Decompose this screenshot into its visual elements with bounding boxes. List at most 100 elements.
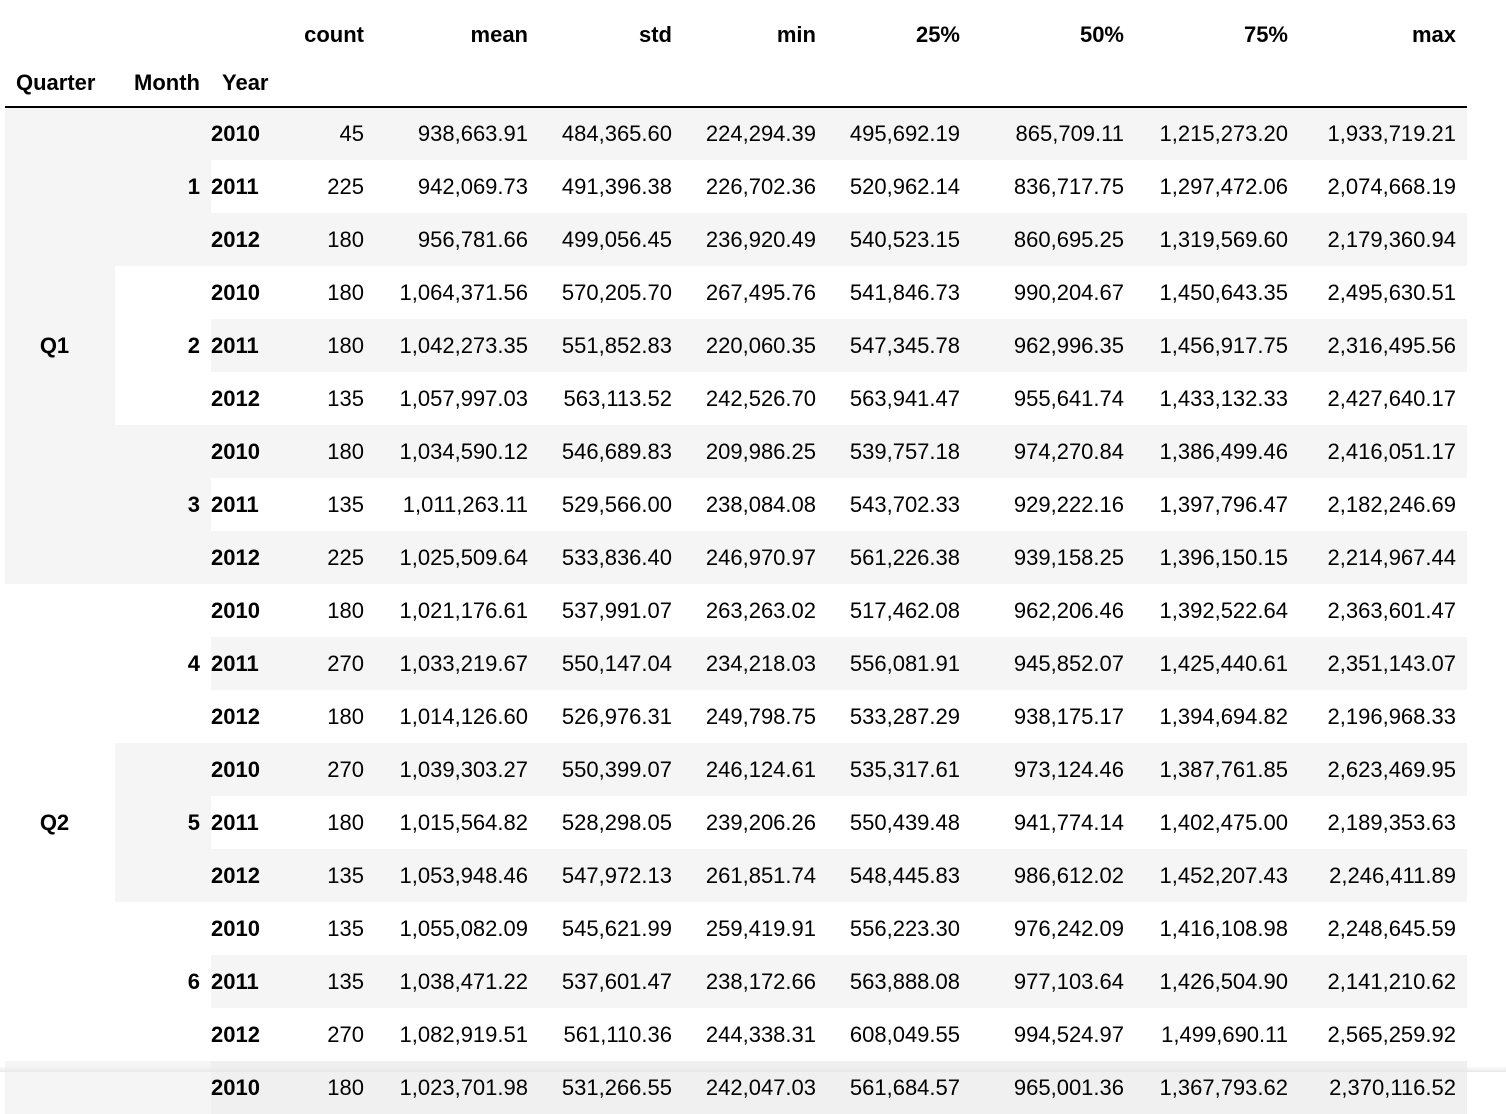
table-row: Q1 1 2010 45 938,663.91 484,365.60 224,294.39 4… bbox=[5, 107, 1467, 584]
cell-p25: 550,439.48 bbox=[849, 809, 960, 835]
row-index-year: 2011 bbox=[211, 319, 298, 372]
cell-std: 537,601.47 bbox=[539, 955, 683, 1008]
cell-mean: 1,055,082.09 bbox=[399, 915, 528, 941]
row-index-month bbox=[115, 1061, 211, 1114]
cell-p75: 1,416,108.98 bbox=[1159, 915, 1288, 941]
cell-p25: 547,345.78 bbox=[827, 319, 971, 372]
cell-p25: 563,888.08 bbox=[827, 955, 971, 1008]
row-index-month: 6 bbox=[115, 902, 211, 1061]
cell-p25: 517,462.08 bbox=[849, 597, 960, 623]
cell-p75: 1,319,569.60 bbox=[1135, 213, 1299, 266]
cell-p75: 1,394,694.82 bbox=[1159, 703, 1288, 729]
row-index-year: 2012 bbox=[211, 703, 260, 729]
table-row: 5 2010 270 1,039,303.27 550,399.07 246,124.61… bbox=[5, 743, 1467, 902]
row-index-year: 2012 bbox=[211, 213, 298, 266]
cell-p50: 955,641.74 bbox=[1013, 385, 1124, 411]
cell-std: 563,113.52 bbox=[563, 385, 672, 411]
cell-mean: 956,781.66 bbox=[375, 213, 539, 266]
cell-p50: 994,524.97 bbox=[1013, 1021, 1124, 1047]
col-header-max: max bbox=[1411, 22, 1456, 47]
row-index-year: 2010 bbox=[211, 743, 298, 796]
cell-p25: 561,226.38 bbox=[827, 531, 971, 584]
cell-p50: 973,124.46 bbox=[971, 743, 1135, 796]
cell-p75: 1,367,793.62 bbox=[1135, 1061, 1299, 1114]
dataframe-output: count mean std min 25% 50% 75% max Quart… bbox=[5, 0, 1467, 1114]
row-index-year: 2010 bbox=[211, 425, 298, 478]
cell-p50: 941,774.14 bbox=[1013, 809, 1124, 835]
table-row: 2012 270 1,082,919.51 561,110.36 244,338.31 6… bbox=[5, 1008, 1467, 1061]
cell-p25: 541,846.73 bbox=[849, 279, 960, 305]
cell-mean: 1,014,126.60 bbox=[399, 703, 528, 729]
cell-p50: 860,695.25 bbox=[971, 213, 1135, 266]
cell-min: 261,851.74 bbox=[683, 849, 827, 902]
cell-max: 2,182,246.69 bbox=[1327, 491, 1456, 517]
cell-p50: 929,222.16 bbox=[1013, 491, 1124, 517]
row-index-year: 2011 bbox=[211, 491, 259, 517]
table-row: 2012 180 1,014,126.60 526,976.31 249,798.75 5… bbox=[5, 690, 1467, 743]
cell-max: 2,427,640.17 bbox=[1327, 385, 1456, 411]
cell-max: 2,495,630.51 bbox=[1327, 279, 1456, 305]
cell-mean: 1,025,509.64 bbox=[375, 531, 539, 584]
cell-min: 267,495.76 bbox=[705, 279, 816, 305]
cell-count: 135 bbox=[327, 915, 364, 941]
cell-mean: 1,023,701.98 bbox=[375, 1061, 539, 1114]
describe-table: count mean std min 25% 50% 75% max Quart… bbox=[5, 0, 1467, 1114]
cell-p75: 1,387,761.85 bbox=[1135, 743, 1299, 796]
cell-min: 244,338.31 bbox=[705, 1021, 816, 1047]
cell-std: 551,852.83 bbox=[539, 319, 683, 372]
cell-std: 545,621.99 bbox=[561, 915, 672, 941]
cell-std: 528,298.05 bbox=[561, 809, 672, 835]
col-header-50: 50% bbox=[1079, 22, 1124, 47]
cell-std: 484,365.60 bbox=[539, 107, 683, 160]
row-index-month: 1 bbox=[115, 107, 211, 266]
row-index-month: 5 bbox=[115, 743, 211, 902]
cell-p25: 561,684.57 bbox=[827, 1061, 971, 1114]
row-index-year: 2011 bbox=[211, 955, 298, 1008]
table-row: 2012 135 1,053,948.46 547,972.13 261,851.74 5… bbox=[5, 849, 1467, 902]
cell-p75: 1,425,440.61 bbox=[1135, 637, 1299, 690]
cell-p75: 1,456,917.75 bbox=[1135, 319, 1299, 372]
cell-p50: 986,612.02 bbox=[971, 849, 1135, 902]
cell-p75: 1,386,499.46 bbox=[1135, 425, 1299, 478]
cell-p50: 938,175.17 bbox=[1013, 703, 1124, 729]
cell-std: 531,266.55 bbox=[539, 1061, 683, 1114]
cell-mean: 1,082,919.51 bbox=[399, 1021, 528, 1047]
cell-std: 526,976.31 bbox=[561, 703, 672, 729]
table-row: 2011 135 1,011,263.11 529,566.00 238,084.08 5… bbox=[5, 478, 1467, 531]
cell-p50: 836,717.75 bbox=[1013, 173, 1124, 199]
cell-mean: 1,057,997.03 bbox=[399, 385, 528, 411]
table-row: 2011 180 1,042,273.35 551,852.83 220,060.35 5… bbox=[5, 319, 1467, 372]
cell-max: 2,246,411.89 bbox=[1299, 849, 1467, 902]
cell-min: 234,218.03 bbox=[683, 637, 827, 690]
row-index-year: 2010 bbox=[211, 915, 260, 941]
cell-std: 550,399.07 bbox=[539, 743, 683, 796]
cell-count: 225 bbox=[298, 531, 375, 584]
cell-mean: 1,034,590.12 bbox=[375, 425, 539, 478]
cell-count: 180 bbox=[298, 1061, 375, 1114]
cell-count: 180 bbox=[298, 213, 375, 266]
cell-max: 1,933,719.21 bbox=[1299, 107, 1467, 160]
cell-p75: 1,499,690.11 bbox=[1161, 1021, 1288, 1047]
row-index-month: 4 bbox=[115, 584, 211, 743]
cell-count: 135 bbox=[298, 849, 375, 902]
table-row: 2011 180 1,015,564.82 528,298.05 239,206.26 5… bbox=[5, 796, 1467, 849]
cell-mean: 942,069.73 bbox=[417, 173, 528, 199]
col-header-std: std bbox=[639, 22, 672, 47]
cell-min: 238,084.08 bbox=[705, 491, 816, 517]
cell-p50: 990,204.67 bbox=[1013, 279, 1124, 305]
cell-std: 547,972.13 bbox=[539, 849, 683, 902]
cell-min: 209,986.25 bbox=[683, 425, 827, 478]
cell-p25: 540,523.15 bbox=[827, 213, 971, 266]
cell-p25: 539,757.18 bbox=[827, 425, 971, 478]
row-index-year: 2012 bbox=[211, 849, 298, 902]
row-index-year: 2012 bbox=[211, 385, 260, 411]
cell-std: 533,836.40 bbox=[539, 531, 683, 584]
cell-count: 270 bbox=[298, 743, 375, 796]
cell-max: 2,214,967.44 bbox=[1299, 531, 1467, 584]
row-index-month: 3 bbox=[115, 425, 211, 584]
index-name-year: Year bbox=[222, 70, 269, 95]
cell-mean: 938,663.91 bbox=[375, 107, 539, 160]
col-header-25: 25% bbox=[915, 22, 960, 47]
cell-p50: 962,996.35 bbox=[971, 319, 1135, 372]
cell-std: 561,110.36 bbox=[563, 1021, 672, 1047]
